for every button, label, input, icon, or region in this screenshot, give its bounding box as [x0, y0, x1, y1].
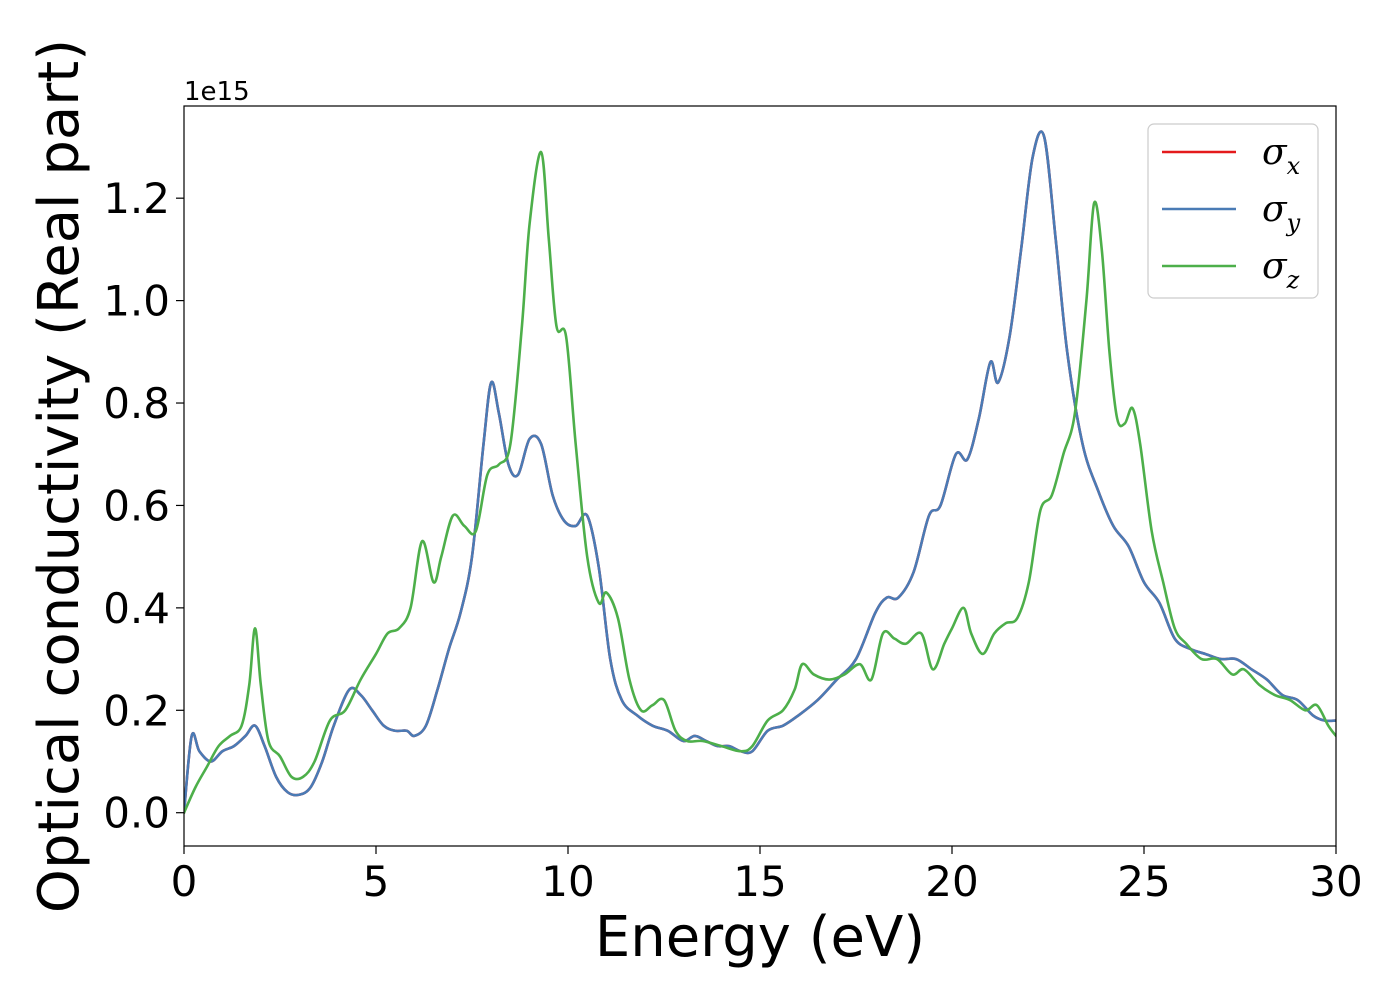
- y-tick-label: 0.4: [103, 584, 170, 633]
- y-tick-label: 0.2: [103, 686, 170, 735]
- y-tick-label: 0.0: [103, 789, 170, 838]
- y-tick-label: 1.2: [103, 174, 170, 223]
- y-tick-label: 1.0: [103, 277, 170, 326]
- series-layer: [184, 130, 1336, 815]
- y-tick-label: 0.8: [103, 379, 170, 428]
- x-tick-label: 0: [171, 857, 198, 906]
- y-axis-label: Optical conductivity (Real part): [27, 39, 92, 913]
- legend: σx σy σz: [1147, 123, 1319, 299]
- y-axis-ticks: 0.0 0.2 0.4 0.6 0.8 1.0 1.2: [103, 174, 184, 838]
- series-line-z: [184, 150, 1336, 815]
- x-tick-label: 30: [1309, 857, 1362, 906]
- x-tick-label: 25: [1117, 857, 1170, 906]
- x-tick-label: 20: [925, 857, 978, 906]
- x-tick-label: 15: [733, 857, 786, 906]
- x-tick-label: 5: [363, 857, 390, 906]
- legend-label-z: σz: [1262, 246, 1300, 294]
- legend-label-y: σy: [1262, 189, 1301, 237]
- x-tick-label: 10: [541, 857, 594, 906]
- legend-label-x: σx: [1262, 132, 1301, 180]
- legend-box: [1147, 123, 1319, 299]
- x-axis-ticks: 0 5 10 15 20 25 30: [171, 846, 1363, 906]
- y-offset-label: 1e15: [184, 77, 250, 107]
- x-axis-label: Energy (eV): [595, 905, 925, 970]
- y-tick-label: 0.6: [103, 481, 170, 530]
